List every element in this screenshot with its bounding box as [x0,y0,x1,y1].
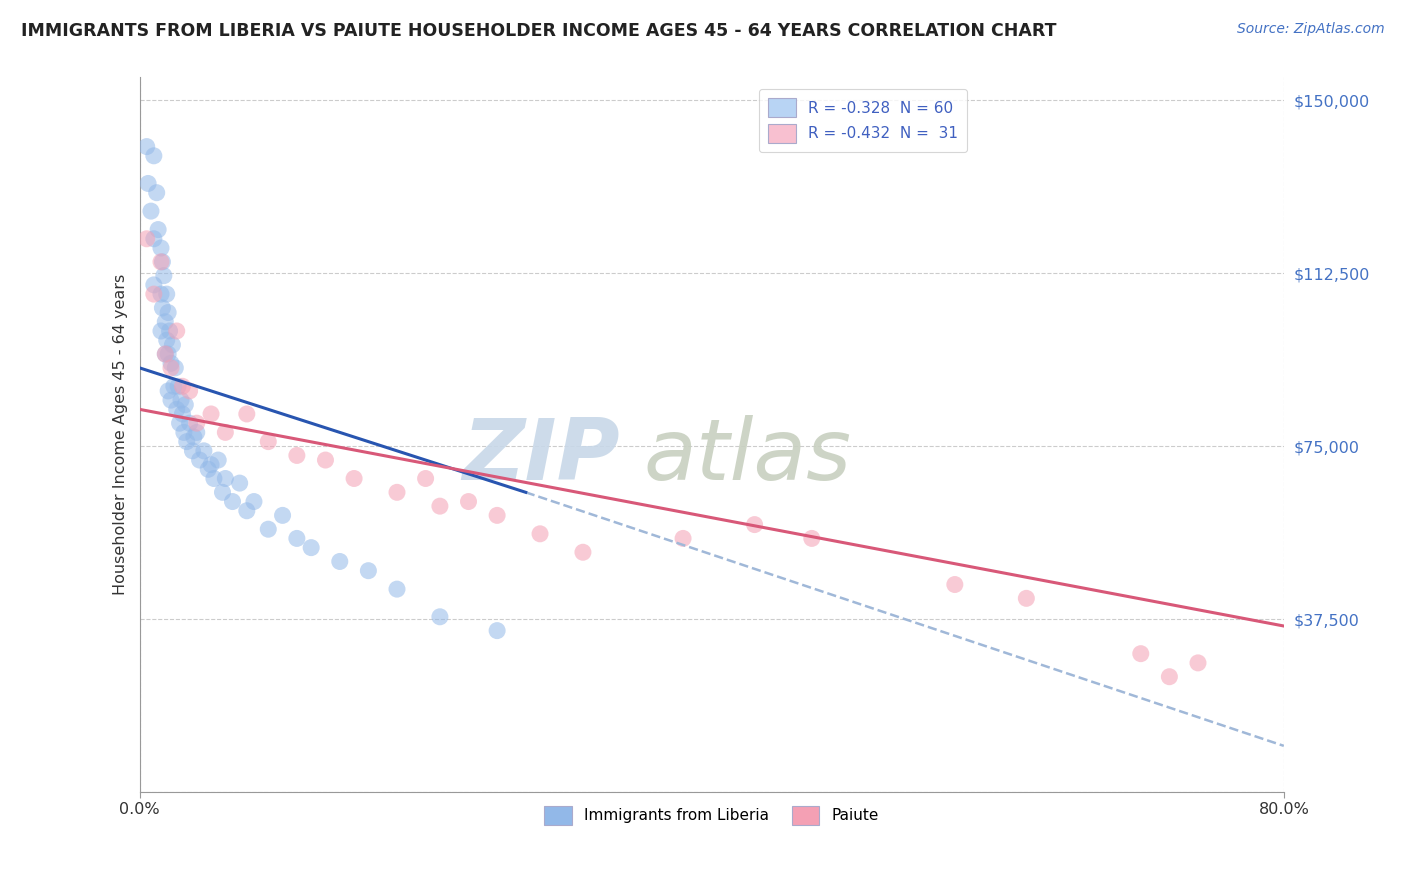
Point [429,499,451,513]
Point [167,379,190,393]
Point [236,504,259,518]
Point [285,449,308,463]
Point [179,416,201,430]
Point [173,425,195,440]
Point [457,494,479,508]
Point [157,305,180,319]
Point [172,407,194,421]
Point [228,476,250,491]
Point [357,564,380,578]
Point [211,485,233,500]
Text: atlas: atlas [643,415,851,498]
Point [142,287,165,301]
Point [156,287,179,301]
Text: IMMIGRANTS FROM LIBERIA VS PAIUTE HOUSEHOLDER INCOME AGES 45 - 64 YEARS CORRELAT: IMMIGRANTS FROM LIBERIA VS PAIUTE HOUSEH… [21,22,1056,40]
Point [174,398,197,412]
Point [1187,656,1209,670]
Point [314,453,336,467]
Point [157,347,180,361]
Point [181,443,204,458]
Point [257,434,280,449]
Legend: Immigrants from Liberia, Paiute: Immigrants from Liberia, Paiute [536,797,889,834]
Point [155,347,177,361]
Point [221,494,243,508]
Point [243,494,266,508]
Point [385,485,408,500]
Point [529,526,551,541]
Point [149,241,172,255]
Point [163,379,186,393]
Point [1015,591,1038,606]
Point [1129,647,1152,661]
Point [193,443,215,458]
Point [186,416,208,430]
Point [149,324,172,338]
Point [207,453,229,467]
Point [188,453,211,467]
Point [179,384,201,398]
Point [149,287,172,301]
Point [415,471,437,485]
Point [385,582,408,596]
Point [149,255,172,269]
Point [162,338,184,352]
Text: ZIP: ZIP [463,415,620,498]
Point [257,522,280,536]
Point [744,517,766,532]
Point [135,232,157,246]
Point [200,407,222,421]
Point [145,186,167,200]
Point [166,324,188,338]
Point [800,532,823,546]
Point [486,508,509,523]
Point [157,384,180,398]
Point [176,434,198,449]
Point [155,347,177,361]
Point [236,407,259,421]
Point [165,360,187,375]
Point [170,393,193,408]
Point [160,356,183,370]
Point [197,462,219,476]
Point [343,471,366,485]
Point [486,624,509,638]
Point [160,393,183,408]
Point [155,315,177,329]
Point [186,425,208,440]
Point [214,425,236,440]
Point [214,471,236,485]
Point [159,324,181,338]
Text: Source: ZipAtlas.com: Source: ZipAtlas.com [1237,22,1385,37]
Point [943,577,966,591]
Point [572,545,595,559]
Point [299,541,322,555]
Point [135,139,157,153]
Point [200,458,222,472]
Point [146,222,169,236]
Point [139,204,162,219]
Point [169,416,191,430]
Point [160,360,183,375]
Point [271,508,294,523]
Point [136,177,159,191]
Point [142,149,165,163]
Y-axis label: Householder Income Ages 45 - 64 years: Householder Income Ages 45 - 64 years [114,274,128,595]
Point [202,471,225,485]
Point [153,268,176,283]
Point [183,430,205,444]
Point [156,333,179,347]
Point [672,532,695,546]
Point [329,554,352,568]
Point [429,609,451,624]
Point [172,379,194,393]
Point [152,255,174,269]
Point [142,277,165,292]
Point [152,301,174,315]
Point [142,232,165,246]
Point [166,402,188,417]
Point [285,532,308,546]
Point [1159,670,1181,684]
